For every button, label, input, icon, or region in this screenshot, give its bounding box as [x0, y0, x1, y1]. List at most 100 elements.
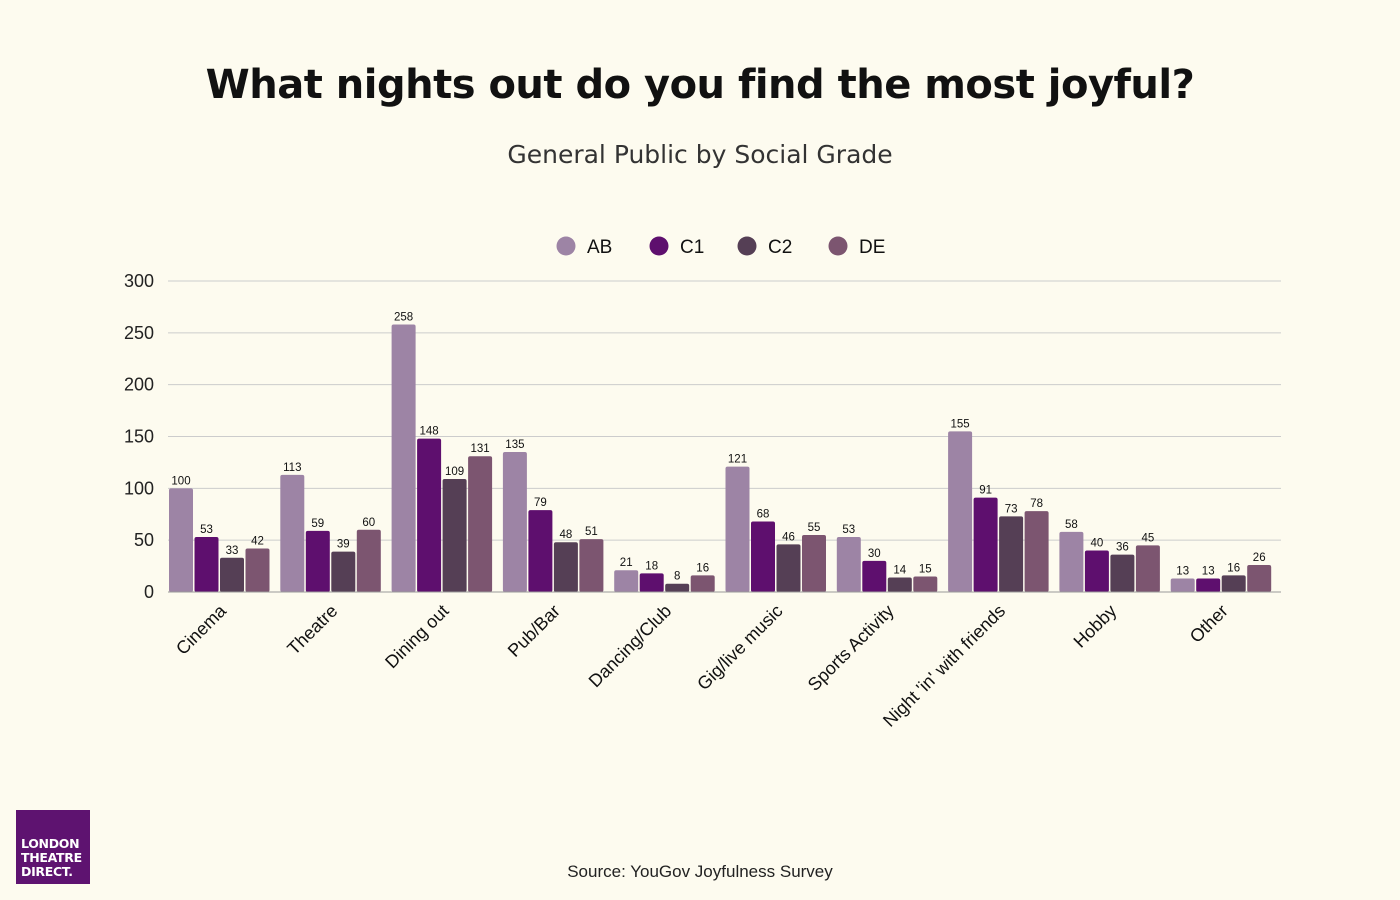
bar-ab [391, 324, 416, 592]
data-label: 40 [1091, 538, 1104, 550]
data-label: 39 [337, 539, 350, 551]
data-label: 100 [171, 475, 190, 487]
data-label: 16 [696, 562, 709, 574]
data-label: 13 [1202, 566, 1215, 578]
data-label: 78 [1030, 498, 1043, 510]
data-label: 131 [471, 443, 490, 455]
data-label: 121 [728, 454, 747, 466]
logo-line-2: THEATRE [21, 850, 82, 865]
y-tick-label: 100 [124, 478, 154, 498]
legend-marker-ab [556, 236, 576, 256]
y-tick-label: 250 [124, 323, 154, 343]
y-tick-label: 50 [134, 530, 154, 550]
bar-c1 [417, 438, 442, 592]
bar-c1 [194, 537, 219, 592]
bar-ab [1059, 531, 1084, 592]
bar-c1 [1084, 550, 1109, 592]
legend-label-c2: C2 [768, 237, 792, 258]
bar-de [1024, 511, 1049, 592]
bar-ab [1170, 578, 1195, 592]
data-label: 30 [868, 548, 881, 560]
y-tick-label: 150 [124, 427, 154, 447]
data-label: 33 [226, 545, 239, 557]
data-label: 53 [842, 524, 855, 536]
bar-c1 [862, 560, 887, 592]
x-tick-label: Cinema [172, 600, 231, 659]
data-label: 8 [674, 571, 680, 583]
bar-c2 [665, 583, 690, 592]
data-label: 258 [394, 312, 413, 324]
bar-ab [725, 466, 750, 592]
data-label: 91 [979, 485, 992, 497]
bar-c2 [1110, 554, 1135, 592]
x-tick-label: Gig/live music [693, 601, 786, 694]
data-label: 36 [1116, 542, 1129, 554]
bar-de [579, 539, 604, 592]
bar-de [1135, 545, 1160, 592]
data-label: 15 [919, 563, 932, 575]
data-label: 113 [283, 462, 301, 474]
legend-label-c1: C1 [680, 237, 704, 258]
x-tick-label: Sports Activity [804, 601, 898, 695]
data-label: 59 [311, 518, 324, 530]
bar-c2 [1221, 575, 1246, 592]
data-label: 21 [620, 557, 633, 569]
bar-ab [614, 570, 639, 592]
chart-title: What nights out do you find the most joy… [205, 62, 1195, 108]
data-label: 79 [534, 497, 547, 509]
data-label: 53 [200, 524, 213, 536]
bar-c1 [639, 573, 664, 592]
data-label: 14 [893, 564, 906, 576]
bar-de [802, 534, 826, 592]
x-tick-label: Hobby [1070, 601, 1121, 652]
bar-de [913, 576, 938, 592]
x-tick-label: Dining out [381, 601, 452, 672]
bar-de [1247, 565, 1272, 592]
x-tick-label: Theatre [283, 601, 341, 659]
bar-c1 [751, 521, 775, 592]
data-label: 26 [1253, 552, 1266, 564]
bar-c1 [528, 510, 553, 592]
data-label: 45 [1142, 532, 1155, 544]
data-label: 13 [1176, 566, 1189, 578]
bar-c2 [331, 551, 356, 592]
bar-c2 [553, 542, 578, 592]
bar-ab [948, 431, 973, 592]
logo-line-3: DIRECT. [21, 864, 73, 879]
data-label: 155 [951, 418, 970, 430]
bar-c2 [442, 479, 467, 592]
x-tick-label: Dancing/Club [585, 601, 676, 692]
bar-ab [836, 537, 861, 592]
data-label: 68 [757, 509, 770, 521]
data-label: 48 [560, 529, 573, 541]
bar-c1 [973, 497, 998, 592]
bar-c2 [776, 544, 801, 592]
data-label: 51 [585, 526, 598, 538]
source-note: Source: YouGov Joyfulness Survey [567, 862, 833, 881]
data-label: 109 [445, 466, 464, 478]
london-theatre-direct-logo: LONDON THEATRE DIRECT. [16, 810, 90, 884]
data-label: 42 [251, 535, 264, 547]
data-label: 73 [1005, 503, 1018, 515]
bar-c2 [220, 557, 244, 592]
y-tick-label: 300 [124, 271, 154, 291]
y-tick-label: 200 [124, 375, 154, 395]
bar-c2 [999, 516, 1024, 592]
chart-subtitle: General Public by Social Grade [507, 140, 893, 169]
bar-ab [502, 452, 527, 592]
bar-c1 [305, 530, 330, 592]
bar-de [245, 548, 270, 592]
bar-c2 [887, 577, 912, 592]
bar-ab [280, 474, 305, 592]
legend-marker-c1 [649, 236, 669, 256]
data-label: 58 [1065, 519, 1078, 531]
bar-ab [169, 488, 193, 592]
legend-marker-de [828, 236, 848, 256]
bar-de [690, 575, 715, 592]
x-tick-label: Pub/Bar [504, 601, 564, 661]
data-label: 60 [362, 517, 375, 529]
legend-marker-c2 [737, 236, 757, 256]
x-tick-label: Night 'in' with friends [879, 601, 1009, 731]
bar-c1 [1196, 578, 1221, 592]
data-label: 148 [420, 426, 439, 438]
